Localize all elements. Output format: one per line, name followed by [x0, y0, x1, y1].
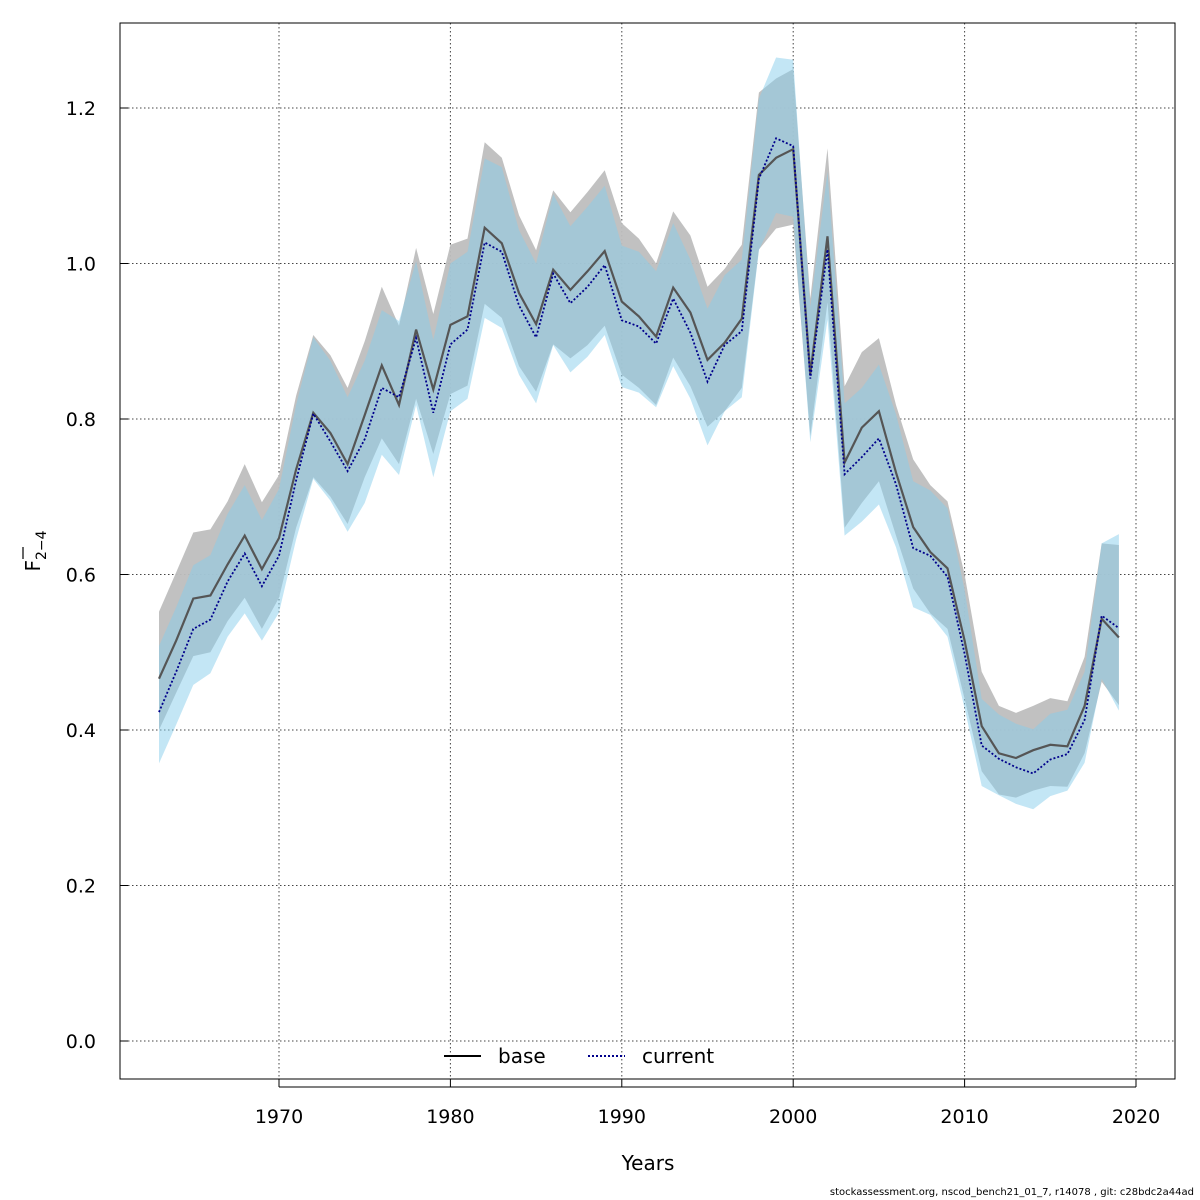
y-tick-label: 0.4	[66, 720, 96, 742]
x-tick-label: 1980	[426, 1106, 474, 1128]
x-axis-title: Years	[621, 1151, 675, 1175]
svg-text:F2−4: F2−4	[21, 530, 50, 571]
y-tick-label: 0.2	[66, 876, 96, 898]
x-axis: 1970 1980 1990 2000 2010 2020	[255, 1079, 1160, 1128]
x-tick-label: 2000	[769, 1106, 817, 1128]
y-tick-label: 0.0	[66, 1031, 96, 1053]
footnote: stockassessment.org, nscod_bench21_01_7,…	[829, 1187, 1194, 1198]
y-axis-title-subscript: 2−4	[34, 530, 50, 560]
y-tick-label: 0.8	[66, 409, 96, 431]
legend-label-current: current	[642, 1044, 714, 1068]
x-tick-label: 2020	[1112, 1106, 1160, 1128]
x-tick-label: 1990	[598, 1106, 646, 1128]
confidence-band-current	[159, 57, 1119, 810]
y-tick-label: 0.6	[66, 565, 96, 587]
y-tick-label: 1.2	[66, 98, 96, 120]
series-lines	[157, 137, 1120, 775]
confidence-bands	[159, 57, 1119, 810]
legend: base current	[444, 1044, 714, 1068]
y-axis-title: F2−4	[21, 530, 50, 571]
x-tick-label: 1970	[255, 1106, 303, 1128]
y-axis-title-main: F	[21, 560, 45, 572]
legend-label-base: base	[498, 1044, 546, 1068]
x-tick-label: 2010	[940, 1106, 988, 1128]
y-axis: 0.0 0.2 0.4 0.6 0.8 1.0 1.2	[66, 98, 128, 1053]
series-line-base	[157, 147, 1120, 760]
series-line-current	[158, 137, 1120, 775]
y-tick-label: 1.0	[66, 254, 96, 276]
plot-frame	[119, 22, 1176, 1080]
